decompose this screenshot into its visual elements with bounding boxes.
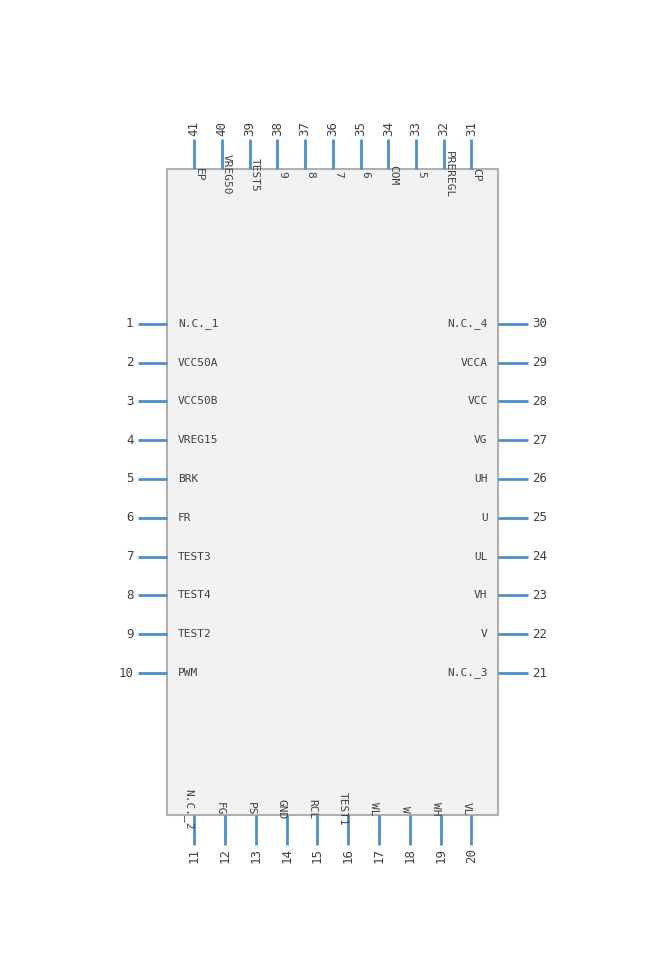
Text: 19: 19 xyxy=(434,848,447,862)
Text: 29: 29 xyxy=(532,356,548,369)
Text: 27: 27 xyxy=(532,434,548,446)
Text: VCC: VCC xyxy=(467,396,488,407)
Text: 8: 8 xyxy=(305,171,315,178)
Text: COM: COM xyxy=(388,165,399,185)
Text: 24: 24 xyxy=(532,550,548,563)
Text: VCCA: VCCA xyxy=(461,357,488,368)
Text: FR: FR xyxy=(178,513,192,523)
Text: 8: 8 xyxy=(126,589,133,602)
Bar xyxy=(167,168,498,815)
Text: UH: UH xyxy=(474,474,488,484)
Text: N.C._1: N.C._1 xyxy=(178,318,218,329)
Text: TEST3: TEST3 xyxy=(178,552,212,561)
Text: 4: 4 xyxy=(126,434,133,446)
Text: TEST2: TEST2 xyxy=(178,629,212,639)
Text: 13: 13 xyxy=(249,848,262,862)
Text: V: V xyxy=(481,629,488,639)
Text: 25: 25 xyxy=(532,511,548,525)
Text: VG: VG xyxy=(474,436,488,445)
Text: 3: 3 xyxy=(126,395,133,408)
Text: EP: EP xyxy=(194,167,204,181)
Text: 32: 32 xyxy=(437,121,450,136)
Text: VCC50A: VCC50A xyxy=(178,357,218,368)
Text: 6: 6 xyxy=(126,511,133,525)
Text: 41: 41 xyxy=(188,121,201,136)
Text: VH: VH xyxy=(474,590,488,600)
Text: 5: 5 xyxy=(416,171,426,178)
Text: VREG15: VREG15 xyxy=(178,436,218,445)
Text: WL: WL xyxy=(369,802,379,816)
Text: 40: 40 xyxy=(216,121,229,136)
Text: 9: 9 xyxy=(277,171,288,178)
Text: 14: 14 xyxy=(280,848,293,862)
Text: 33: 33 xyxy=(410,121,422,136)
Text: 36: 36 xyxy=(327,121,340,136)
Text: 6: 6 xyxy=(360,171,371,178)
Text: N.C._2: N.C._2 xyxy=(183,789,194,830)
Text: N.C._4: N.C._4 xyxy=(447,318,488,329)
Text: 11: 11 xyxy=(188,848,201,862)
Text: 23: 23 xyxy=(532,589,548,602)
Text: 5: 5 xyxy=(126,472,133,486)
Text: 37: 37 xyxy=(299,121,312,136)
Text: U: U xyxy=(481,513,488,523)
Text: 21: 21 xyxy=(532,667,548,680)
Text: 2: 2 xyxy=(126,356,133,369)
Text: 7: 7 xyxy=(333,171,343,178)
Text: 15: 15 xyxy=(311,848,324,862)
Text: 1: 1 xyxy=(126,318,133,330)
Text: 30: 30 xyxy=(532,318,548,330)
Text: 31: 31 xyxy=(465,121,478,136)
Text: 26: 26 xyxy=(532,472,548,486)
Text: W: W xyxy=(400,805,410,812)
Text: RCL: RCL xyxy=(307,799,318,819)
Text: 12: 12 xyxy=(218,848,231,862)
Text: TEST1: TEST1 xyxy=(338,792,348,826)
Text: PWM: PWM xyxy=(178,668,198,678)
Text: 34: 34 xyxy=(382,121,395,136)
Text: PREREGL: PREREGL xyxy=(444,151,454,198)
Text: WH: WH xyxy=(431,802,441,816)
Text: N.C._3: N.C._3 xyxy=(447,668,488,679)
Text: UL: UL xyxy=(474,552,488,561)
Text: VREG50: VREG50 xyxy=(222,155,232,195)
Text: 35: 35 xyxy=(354,121,367,136)
Text: GND: GND xyxy=(277,799,286,819)
Text: VL: VL xyxy=(461,802,472,816)
Text: 17: 17 xyxy=(373,848,386,862)
Text: 38: 38 xyxy=(271,121,284,136)
Text: 39: 39 xyxy=(243,121,256,136)
Text: 7: 7 xyxy=(126,550,133,563)
Text: 10: 10 xyxy=(119,667,133,680)
Text: 28: 28 xyxy=(532,395,548,408)
Text: TEST5: TEST5 xyxy=(249,158,260,192)
Text: 22: 22 xyxy=(532,627,548,641)
Text: TEST4: TEST4 xyxy=(178,590,212,600)
Text: 20: 20 xyxy=(465,848,478,862)
Text: VCC50B: VCC50B xyxy=(178,396,218,407)
Text: BRK: BRK xyxy=(178,474,198,484)
Text: 16: 16 xyxy=(341,848,354,862)
Text: 9: 9 xyxy=(126,627,133,641)
Text: FG: FG xyxy=(215,802,225,816)
Text: CP: CP xyxy=(472,167,481,181)
Text: PS: PS xyxy=(246,802,256,816)
Text: 18: 18 xyxy=(403,848,417,862)
